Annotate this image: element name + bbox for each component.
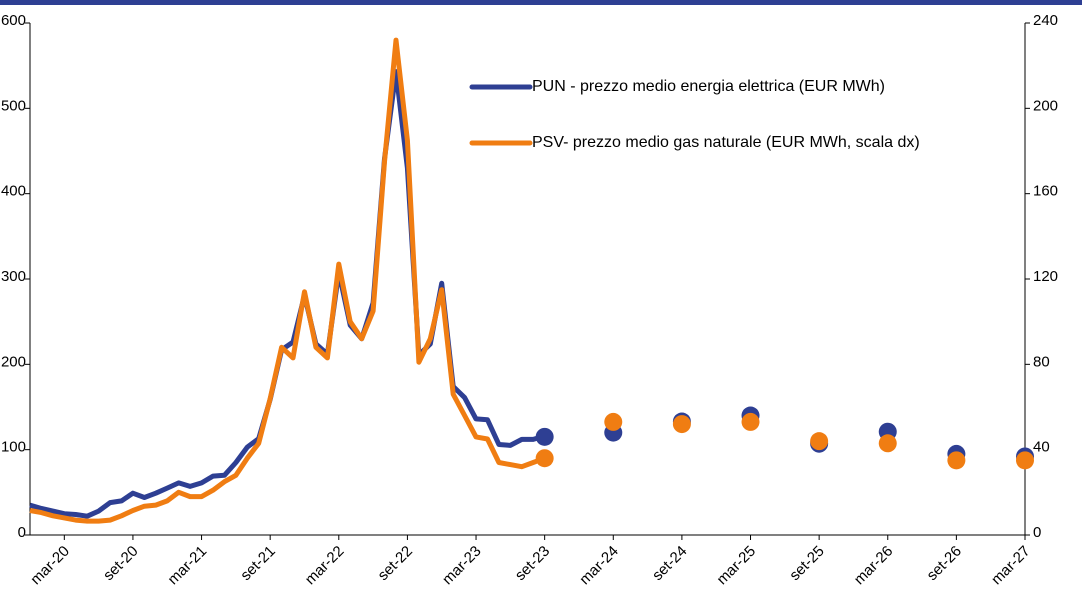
y-tick-label: 300 (1, 268, 26, 285)
forecast-dot (878, 434, 897, 453)
x-tick-label: set-24 (649, 543, 691, 585)
x-tick-label: mar-21 (165, 543, 211, 589)
y-tick-label: 0 (18, 524, 26, 541)
y-tick-label: 200 (1, 353, 26, 370)
series-line (29, 69, 546, 519)
x-tick-label: set-25 (786, 543, 828, 585)
forecast-dot (535, 449, 554, 468)
forecast-dot (535, 427, 554, 446)
legend-label: PUN - prezzo medio energia elettrica (EU… (532, 78, 885, 95)
forecast-dot (947, 451, 966, 470)
top-band (0, 0, 1082, 5)
x-tick-label: mar-25 (714, 543, 760, 589)
y-tick-label: 400 (1, 183, 26, 200)
y2-tick-label: 80 (1033, 353, 1050, 370)
x-tick-label: mar-23 (439, 543, 485, 589)
forecast-dot (741, 412, 760, 431)
y-tick-label: 100 (1, 439, 26, 456)
y2-tick-label: 240 (1033, 12, 1058, 29)
forecast-dot (1016, 451, 1034, 470)
x-tick-label: mar-22 (302, 543, 348, 589)
x-tick-label: set-22 (375, 543, 417, 585)
series-line (29, 37, 546, 524)
y2-tick-label: 0 (1033, 524, 1041, 541)
y-tick-label: 500 (1, 97, 26, 114)
x-tick-label: set-23 (512, 543, 554, 585)
forecast-dot (672, 415, 691, 434)
x-tick-label: set-21 (237, 543, 279, 585)
y2-tick-label: 200 (1033, 97, 1058, 114)
x-tick-label: mar-20 (27, 543, 73, 589)
x-tick-label: set-20 (100, 543, 142, 585)
y2-tick-label: 160 (1033, 183, 1058, 200)
x-tick-label: set-26 (924, 543, 966, 585)
forecast-dot (604, 412, 623, 431)
x-tick-label: mar-26 (851, 543, 897, 589)
y2-tick-label: 40 (1033, 439, 1050, 456)
y-tick-label: 600 (1, 12, 26, 29)
x-tick-label: mar-27 (988, 543, 1034, 589)
forecast-dot (810, 432, 829, 451)
x-tick-label: mar-24 (576, 543, 622, 589)
y2-tick-label: 120 (1033, 268, 1058, 285)
legend-label: PSV- prezzo medio gas naturale (EUR MWh,… (532, 134, 920, 151)
